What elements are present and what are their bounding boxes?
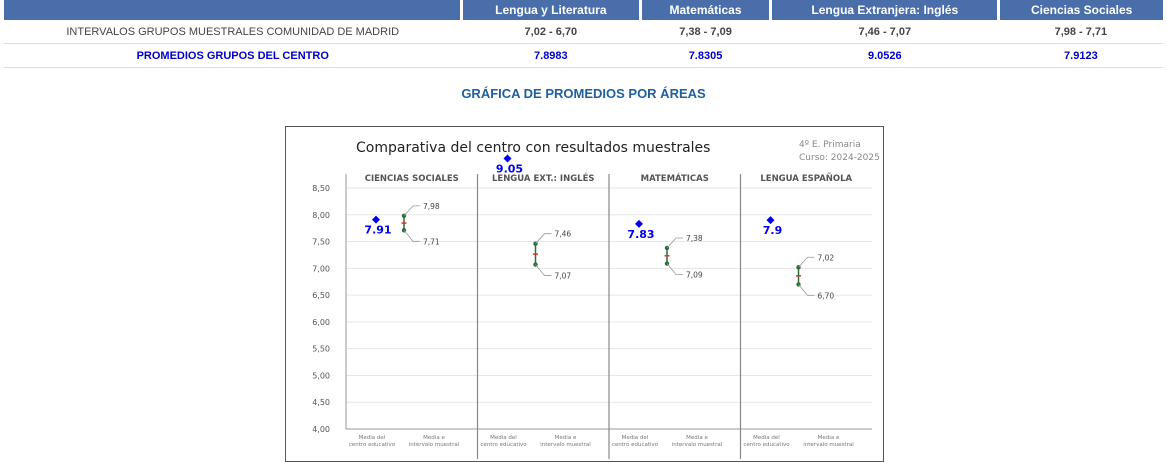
cell-value: 7,46 - 7,07 xyxy=(770,20,999,44)
x-category-label: centro educativo xyxy=(480,442,527,448)
interval-high-label: 7,38 xyxy=(686,234,703,243)
table-header-sociales: Ciencias Sociales xyxy=(997,0,1163,20)
x-category-label: intervalo muestral xyxy=(409,442,460,448)
leader-high xyxy=(403,205,420,217)
leader-low xyxy=(666,263,683,275)
table-header-matematicas: Matemáticas xyxy=(638,0,771,20)
row-label: INTERVALOS GRUPOS MUESTRALES COMUNIDAD D… xyxy=(4,20,462,44)
y-tick-label: 7,50 xyxy=(312,238,330,247)
interval-low-label: 6,70 xyxy=(818,291,835,300)
center-point xyxy=(635,219,643,228)
interval-high-label: 7,02 xyxy=(818,253,835,262)
chart-container: Comparativa del centro con resultados mu… xyxy=(285,126,884,462)
cell-value: 7,02 - 6,70 xyxy=(461,20,641,44)
center-point xyxy=(503,154,512,163)
x-category-label: centro educativo xyxy=(349,442,396,448)
center-point xyxy=(372,215,380,224)
interval-high-label: 7,46 xyxy=(555,230,572,239)
chart-info-line: 4º E. Primaria xyxy=(799,140,861,150)
x-category-label: Media e xyxy=(686,435,708,441)
chart-title: Comparativa del centro con resultados mu… xyxy=(356,140,710,156)
x-category-label: centro educativo xyxy=(743,442,790,448)
y-tick-label: 5,00 xyxy=(312,371,330,380)
x-category-label: intervalo muestral xyxy=(803,442,854,448)
x-category-label: Media del xyxy=(490,435,517,441)
panel-title: LENGUA ESPAÑOLA xyxy=(760,173,852,184)
leader-low xyxy=(798,284,815,296)
y-tick-label: 5,50 xyxy=(312,345,330,354)
y-tick-label: 8,50 xyxy=(312,184,330,193)
x-category-label: Media del xyxy=(753,435,780,441)
interval-low-label: 7,07 xyxy=(555,272,572,281)
x-category-label: Media e xyxy=(818,435,840,441)
graph-heading: GRÁFICA DE PROMEDIOS POR ÁREAS xyxy=(461,86,706,101)
x-category-label: centro educativo xyxy=(612,442,659,448)
interval-low-label: 7,71 xyxy=(423,237,440,246)
row-label: PROMEDIOS GRUPOS DEL CENTRO xyxy=(4,43,462,68)
cell-value: 7.9123 xyxy=(998,43,1163,68)
center-point xyxy=(766,216,775,225)
y-tick-label: 8,00 xyxy=(312,211,330,220)
x-category-label: Media del xyxy=(622,435,649,441)
interval-low-label: 7,09 xyxy=(686,271,703,280)
cell-value: 7,98 - 7,71 xyxy=(998,20,1163,44)
panel-title: LENGUA EXT.: INGLÉS xyxy=(492,172,595,184)
y-tick-label: 6,00 xyxy=(312,318,330,327)
panel-title: CIENCIAS SOCIALES xyxy=(365,174,459,184)
leader-high xyxy=(666,237,683,249)
center-value-label: 7.83 xyxy=(627,228,654,241)
cell-value: 9.0526 xyxy=(770,43,999,68)
x-category-label: Media del xyxy=(359,435,386,441)
table-header-lengua: Lengua y Literatura xyxy=(459,0,641,20)
cell-value: 7.8983 xyxy=(461,43,641,68)
interval-high-label: 7,98 xyxy=(423,202,440,211)
x-category-label: intervalo muestral xyxy=(540,442,591,448)
leader-low xyxy=(403,230,420,242)
leader-low xyxy=(535,264,552,276)
x-category-label: intervalo muestral xyxy=(672,442,723,448)
table-row: PROMEDIOS GRUPOS DEL CENTRO 7.8983 7.830… xyxy=(4,43,1163,68)
center-value-label: 7.9 xyxy=(763,224,783,237)
cell-value: 7,38 - 7,09 xyxy=(640,20,771,44)
leader-high xyxy=(798,256,815,268)
table-header-row: Lengua y Literatura Matemáticas Lengua E… xyxy=(4,0,1163,20)
table-header-blank xyxy=(4,0,462,20)
cell-value: 7.8305 xyxy=(640,43,771,68)
comparison-chart: Comparativa del centro con resultados mu… xyxy=(312,140,880,459)
y-tick-label: 7,00 xyxy=(312,264,330,273)
center-value-label: 7.91 xyxy=(364,224,391,237)
x-category-label: Media e xyxy=(423,435,445,441)
center-value-label: 9.05 xyxy=(496,163,523,176)
y-tick-label: 4,00 xyxy=(312,425,330,434)
x-category-label: Media e xyxy=(555,435,577,441)
panel-title: MATEMÁTICAS xyxy=(641,172,709,184)
table-header-ingles: Lengua Extranjera: Inglés xyxy=(769,0,999,20)
results-table: Lengua y Literatura Matemáticas Lengua E… xyxy=(4,0,1163,68)
leader-high xyxy=(535,233,552,244)
chart-info-line: Curso: 2024-2025 xyxy=(799,153,880,163)
y-tick-label: 4,50 xyxy=(312,398,330,407)
table-row: INTERVALOS GRUPOS MUESTRALES COMUNIDAD D… xyxy=(4,20,1163,44)
y-tick-label: 6,50 xyxy=(312,291,330,300)
